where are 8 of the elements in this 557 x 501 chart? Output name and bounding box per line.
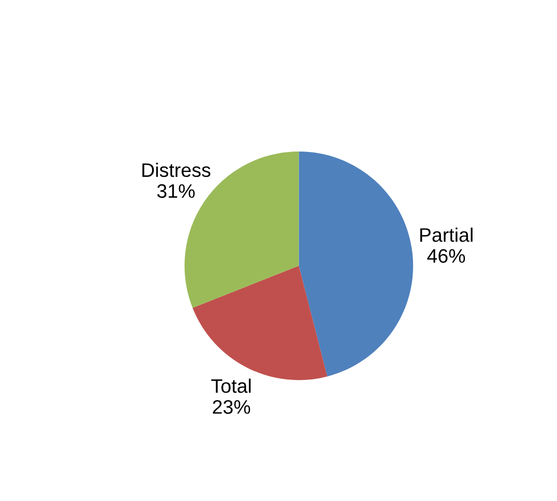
slice-label: Distress: [142, 162, 210, 178]
pie-slice: [298, 151, 414, 376]
data-label: 31%: [157, 184, 195, 198]
pie-slice: [192, 266, 328, 380]
slice-label: Total: [211, 378, 251, 393]
data-label: 46%: [427, 249, 466, 263]
slice-label: Partial: [420, 228, 473, 242]
data-label: 23%: [212, 400, 250, 414]
